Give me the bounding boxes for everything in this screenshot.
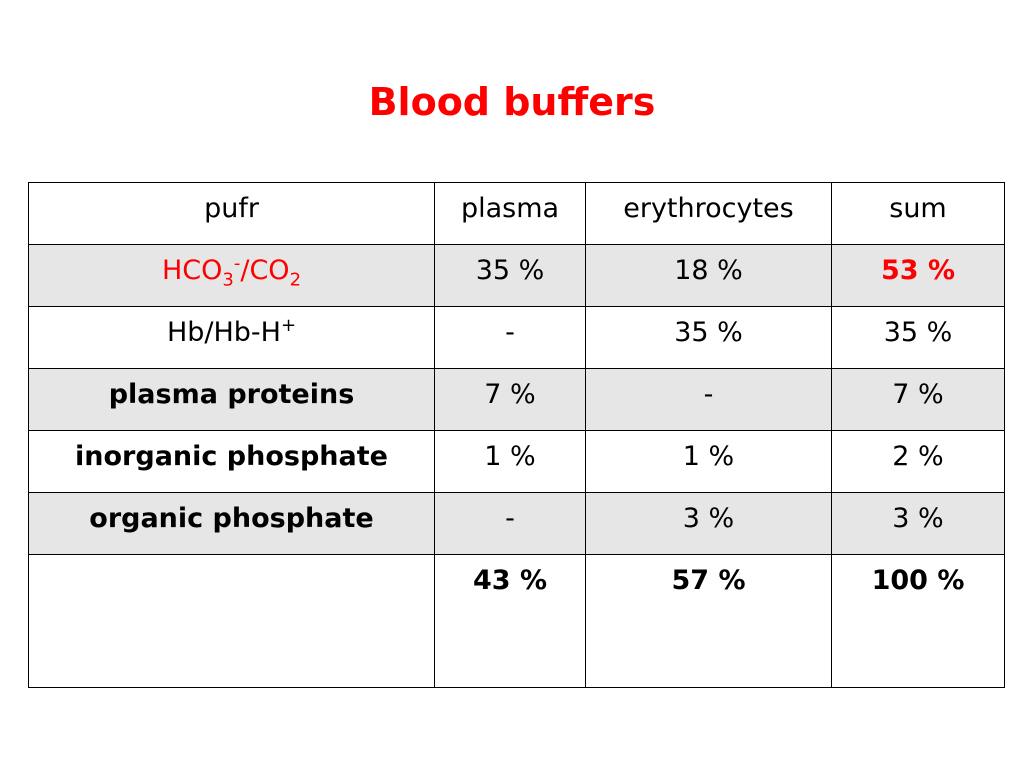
- table-row: organic phosphate - 3 % 3 %: [28, 492, 1005, 555]
- header-cell-sum: sum: [831, 182, 1005, 245]
- plasma-cell: -: [434, 306, 586, 369]
- formula-part: HCO: [161, 255, 223, 286]
- table-row: HCO3-/CO2 35 % 18 % 53 %: [28, 244, 1005, 307]
- formula-superscript: -: [233, 253, 241, 274]
- sum-cell: 2 %: [831, 430, 1005, 493]
- erythrocytes-total-cell: 57 %: [585, 554, 832, 688]
- plasma-cell: 35 %: [434, 244, 586, 307]
- formula-subscript: 2: [289, 269, 302, 291]
- plasma-total-cell: 43 %: [434, 554, 586, 688]
- formula-part: Hb/Hb-H: [166, 317, 281, 348]
- plasma-cell: -: [434, 492, 586, 555]
- totals-label-cell: [28, 554, 435, 688]
- formula-subscript: 3: [222, 269, 234, 291]
- erythrocytes-cell: 18 %: [585, 244, 832, 307]
- table-row: Hb/Hb-H+ - 35 % 35 %: [28, 306, 1005, 369]
- buffer-name-cell: inorganic phosphate: [28, 430, 435, 493]
- slide-title: Blood buffers: [368, 80, 656, 124]
- buffer-name-cell: HCO3-/CO2: [28, 244, 435, 307]
- buffer-name-cell: Hb/Hb-H+: [28, 306, 435, 369]
- sum-cell: 7 %: [831, 368, 1005, 431]
- formula-part: /CO: [240, 255, 290, 286]
- buffer-name-cell: plasma proteins: [28, 368, 435, 431]
- formula-superscript: +: [280, 315, 297, 336]
- header-cell-pufr: pufr: [28, 182, 435, 245]
- erythrocytes-cell: 1 %: [585, 430, 832, 493]
- buffer-table: pufr plasma erythrocytes sum HCO3-/CO2 3…: [28, 182, 1005, 688]
- erythrocytes-cell: 35 %: [585, 306, 832, 369]
- erythrocytes-cell: -: [585, 368, 832, 431]
- sum-cell: 3 %: [831, 492, 1005, 555]
- plasma-cell: 1 %: [434, 430, 586, 493]
- plasma-cell: 7 %: [434, 368, 586, 431]
- buffer-name-cell: organic phosphate: [28, 492, 435, 555]
- totals-row: 43 % 57 % 100 %: [28, 554, 1005, 688]
- erythrocytes-cell: 3 %: [585, 492, 832, 555]
- grand-total-cell: 100 %: [831, 554, 1005, 688]
- sum-cell: 35 %: [831, 306, 1005, 369]
- sum-cell: 53 %: [831, 244, 1005, 307]
- table-row: plasma proteins 7 % - 7 %: [28, 368, 1005, 431]
- header-cell-plasma: plasma: [434, 182, 586, 245]
- header-cell-erythrocytes: erythrocytes: [585, 182, 832, 245]
- header-row: pufr plasma erythrocytes sum: [28, 182, 1005, 245]
- table-row: inorganic phosphate 1 % 1 % 2 %: [28, 430, 1005, 493]
